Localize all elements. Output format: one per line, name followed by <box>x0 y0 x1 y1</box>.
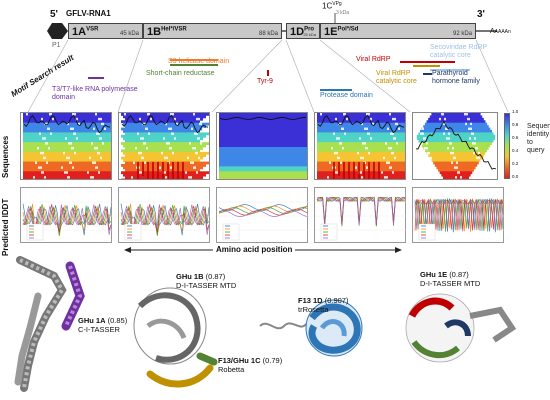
msa-panel-1c <box>216 112 308 180</box>
protein-structures <box>14 256 517 392</box>
vpg-size: 3 kDa <box>336 10 350 16</box>
structure-1c <box>259 322 307 330</box>
lddt-panel-1c <box>216 187 309 243</box>
motif-bars <box>27 40 509 112</box>
motif-label-viral-rdrp: Viral RdRP <box>356 56 391 63</box>
lddt-panel-1a <box>20 187 113 243</box>
segment-1a: 1AVSR 45 kDa <box>68 23 143 39</box>
structure-1a <box>14 256 85 392</box>
sequences-axis-label: Sequences <box>1 135 10 178</box>
lddt-panel-1d <box>314 187 407 243</box>
five-prime-label: 5' <box>50 9 58 20</box>
colorbar-label: Sequence identity to query <box>527 123 550 155</box>
poly-a-tail: AAAAAn <box>490 28 511 35</box>
lddt-panel-1b <box>118 187 211 243</box>
vpg-label: 1CVPg <box>322 1 342 11</box>
structure-label-1e: GHu 1E (0.87) D-I-TASSER MTD <box>420 270 481 289</box>
msa-panel-1b <box>118 112 210 180</box>
motif-label-parathyroid: Parathyroid hormone family <box>432 70 480 86</box>
motif-label-secoviridae: Secoviridae RdRP catalytic core <box>430 44 488 60</box>
structure-1d <box>305 299 363 357</box>
structure-label-1a: GHu 1A (0.85) C-I-TASSER <box>78 316 128 335</box>
structure-label-1c: F13/GHu 1C (0.79) Robetta <box>218 356 283 375</box>
three-prime-label: 3' <box>477 9 485 20</box>
identity-colorbar <box>504 113 510 179</box>
lddt-panel-1e <box>412 187 505 243</box>
motif-label-tyr9: Tyr-9 <box>257 78 273 85</box>
amino-acid-axis-label: Amino acid position <box>213 246 296 254</box>
msa-panel-1d <box>314 112 406 180</box>
structure-1b <box>133 287 218 388</box>
motif-label-t3t7: T3/T7-like RNA polymerase domain <box>52 86 138 102</box>
genome-name: GFLV-RNA1 <box>66 9 111 18</box>
motif-label-short-chain: Short-chain reductase <box>146 70 215 77</box>
segment-1b: 1BHel*/VSR 88 kDa <box>143 23 282 39</box>
segment-1d: 1DPro 25 kDa <box>286 23 320 39</box>
msa-panel-1a <box>20 112 112 180</box>
msa-panel-1e <box>412 112 498 180</box>
structure-label-1b: GHu 1B (0.87) D-I-TASSER MTD <box>176 272 237 291</box>
structure-label-1d: F13 1D (0.907) trRosetta <box>298 296 349 315</box>
p1-label: P1 <box>52 42 61 49</box>
colorbar-ticks: 1.0 0.8 0.6 0.4 0.2 0.0 <box>512 109 519 179</box>
motif-label-s3-helicase: S3 helicase domain <box>168 58 230 65</box>
motif-label-rdrp-core: Viral RdRP catalytic core <box>376 70 417 86</box>
structure-1e <box>405 293 517 363</box>
motif-label-protease: Protease domain <box>320 92 373 99</box>
segment-1e: 1EPol*/Sd 92 kDa <box>320 23 476 39</box>
